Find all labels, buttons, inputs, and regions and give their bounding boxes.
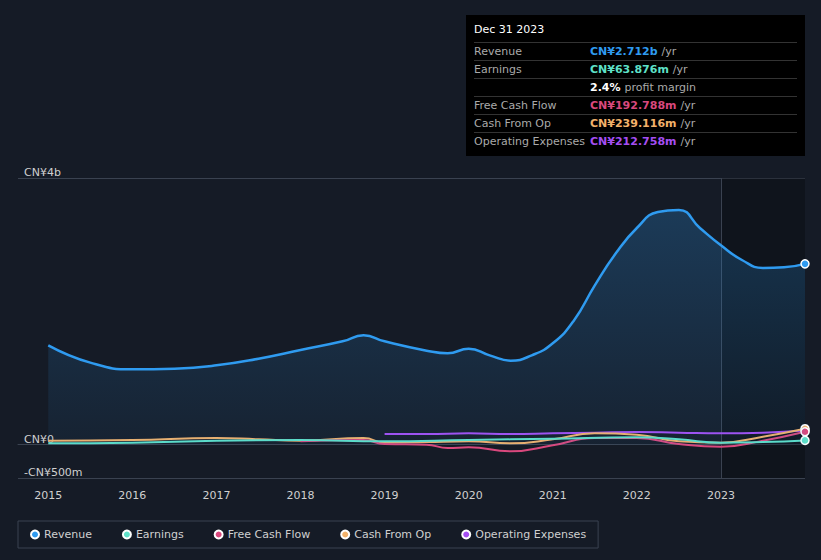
svg-text:Operating Expenses: Operating Expenses [475,528,586,541]
svg-text:-CN¥500m: -CN¥500m [24,466,83,479]
html-text:CN¥2.712b /yr: CN¥2.712b /yr [590,45,677,58]
svg-text:2023: 2023 [707,489,735,502]
html-text:CN¥63.876m /yr: CN¥63.876m /yr [590,63,688,76]
html-text:CN¥239.116m /yr: CN¥239.116m /yr [590,117,696,130]
svg-text:2019: 2019 [371,489,399,502]
svg-text:Free Cash Flow: Free Cash Flow [228,528,311,541]
svg-text:2022: 2022 [623,489,651,502]
html-text:Cash From Op: Cash From Op [474,117,551,130]
html-text:Revenue: Revenue [474,45,522,58]
svg-text:2015: 2015 [34,489,62,502]
svg-text:2021: 2021 [539,489,567,502]
html-text:Earnings: Earnings [474,63,522,76]
svg-text:Revenue: Revenue [44,528,92,541]
svg-text:2017: 2017 [202,489,230,502]
html-text:Operating Expenses: Operating Expenses [474,135,585,148]
svg-text:CN¥4b: CN¥4b [24,166,61,179]
svg-text:Earnings: Earnings [136,528,184,541]
html-text:Dec 31 2023: Dec 31 2023 [474,23,545,36]
svg-text:2018: 2018 [287,489,315,502]
svg-text:2016: 2016 [118,489,146,502]
svg-text:Cash From Op: Cash From Op [354,528,431,541]
html-text:2.4% profit margin: 2.4% profit margin [590,81,696,94]
html-text:Free Cash Flow: Free Cash Flow [474,99,557,112]
html-text:CN¥212.758m /yr: CN¥212.758m /yr [590,135,696,148]
html-text:CN¥192.788m /yr: CN¥192.788m /yr [590,99,696,112]
svg-text:CN¥0: CN¥0 [24,432,54,446]
svg-text:2020: 2020 [455,489,483,502]
